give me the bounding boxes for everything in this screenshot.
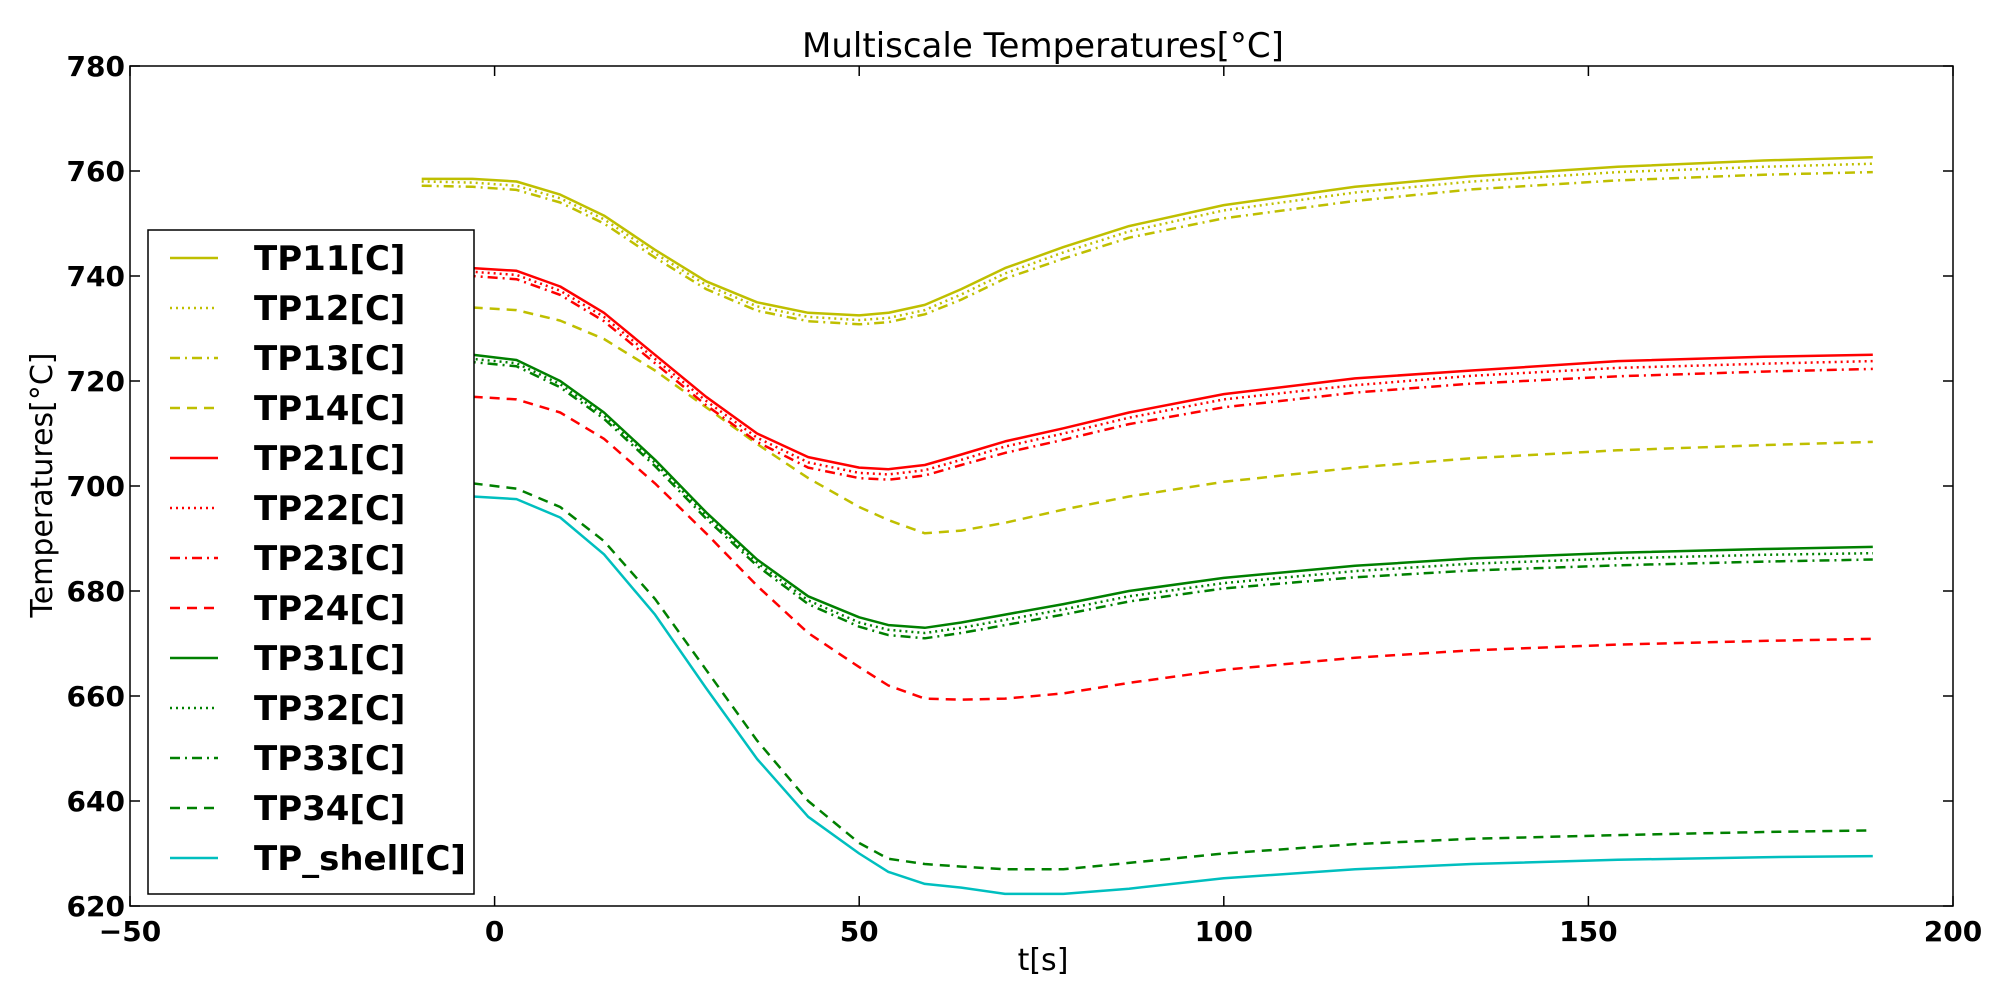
y-tick-label: 680 bbox=[67, 575, 125, 608]
series-line-tp24-c bbox=[421, 395, 1873, 701]
x-tick-label: 200 bbox=[1924, 915, 1982, 948]
legend-label: TP34[C] bbox=[254, 789, 405, 829]
legend-box bbox=[147, 229, 475, 895]
y-axis-label: Temperatures[°C] bbox=[25, 352, 60, 618]
legend-label: TP23[C] bbox=[254, 539, 405, 579]
series-line-tp31-c bbox=[421, 353, 1873, 630]
series-line-tp23-c bbox=[421, 273, 1873, 481]
legend-label: TP33[C] bbox=[254, 739, 405, 779]
x-axis: −50 0 50 100 150 200 bbox=[99, 66, 1982, 948]
y-tick-label: 780 bbox=[67, 50, 125, 83]
legend-label: TP13[C] bbox=[254, 339, 405, 379]
series-line-tp14-c bbox=[421, 306, 1873, 535]
y-tick-label: 760 bbox=[67, 155, 125, 188]
y-tick-label: 660 bbox=[67, 680, 125, 713]
legend-label: TP21[C] bbox=[254, 439, 405, 479]
x-axis-label: t[s] bbox=[1018, 943, 1069, 978]
y-axis: 620 640 660 680 700 720 740 760 780 bbox=[67, 50, 1953, 923]
x-tick-label: 0 bbox=[485, 915, 504, 948]
y-tick-label: 700 bbox=[67, 470, 125, 503]
legend-label: TP_shell[C] bbox=[254, 839, 466, 879]
y-tick-label: 720 bbox=[67, 365, 125, 398]
legend-label: TP24[C] bbox=[254, 589, 405, 629]
series-line-tp34-c bbox=[421, 479, 1873, 871]
series-line-tp12-c bbox=[421, 162, 1873, 322]
x-tick-label: 50 bbox=[840, 915, 879, 948]
legend-label: TP31[C] bbox=[254, 639, 405, 679]
y-tick-label: 640 bbox=[67, 785, 125, 818]
chart-title: Multiscale Temperatures[°C] bbox=[802, 26, 1284, 66]
x-tick-label: 150 bbox=[1559, 915, 1617, 948]
x-tick-label: 100 bbox=[1195, 915, 1253, 948]
legend: TP11[C] TP12[C] TP13[C] TP14[C] TP21[C] TP22[… bbox=[147, 229, 475, 895]
series-line-tp33-c bbox=[421, 359, 1873, 640]
series-line-tp-shell-c bbox=[421, 495, 1873, 896]
y-tick-label: 620 bbox=[67, 890, 125, 923]
legend-label: TP22[C] bbox=[254, 489, 405, 529]
series-line-tp32-c bbox=[421, 356, 1873, 635]
y-tick-label: 740 bbox=[67, 260, 125, 293]
series-layer bbox=[421, 156, 1873, 896]
series-line-tp21-c bbox=[421, 266, 1873, 471]
x-tick-label: −50 bbox=[99, 915, 161, 948]
legend-label: TP14[C] bbox=[254, 389, 405, 429]
legend-label: TP32[C] bbox=[254, 689, 405, 729]
series-line-tp11-c bbox=[421, 156, 1873, 317]
legend-label: TP11[C] bbox=[254, 239, 405, 279]
legend-label: TP12[C] bbox=[254, 289, 405, 329]
series-line-tp13-c bbox=[421, 170, 1873, 326]
